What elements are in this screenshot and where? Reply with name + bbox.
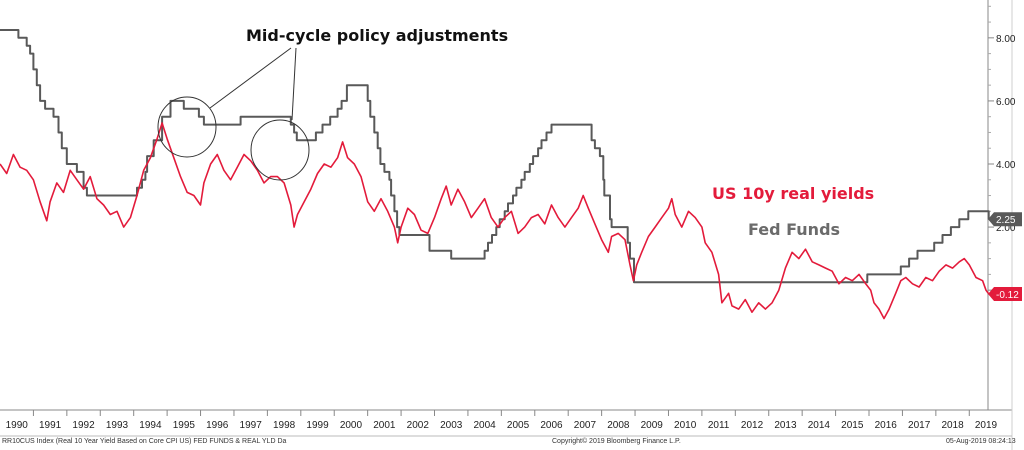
annotation-pointer-2	[291, 47, 297, 121]
footer-copyright: Copyright© 2019 Bloomberg Finance L.P.	[552, 438, 681, 445]
x-tick-label: 2017	[908, 420, 931, 431]
x-tick-label: 1993	[106, 420, 129, 431]
y-tick-label: 6.00	[996, 97, 1016, 108]
fed-funds-line	[0, 29, 990, 284]
x-tick-label: 1997	[240, 420, 263, 431]
last-value-tag-text: 2.25	[996, 215, 1016, 226]
x-tick-label: 2004	[474, 420, 497, 431]
legend-fed-funds: Fed Funds	[748, 220, 840, 239]
us-10y-real-yields-line	[0, 122, 990, 320]
x-tick-label: 2013	[774, 420, 797, 431]
x-tick-label: 2012	[741, 420, 764, 431]
x-tick-label: 1992	[72, 420, 95, 431]
x-tick-label: 2016	[875, 420, 898, 431]
last-value-labels: 2.25 -0.12	[988, 212, 1022, 301]
x-tick-label: 2007	[574, 420, 597, 431]
x-tick-label: 2014	[808, 420, 831, 431]
annotation-pointer-1	[209, 47, 292, 109]
x-tick-label: 1995	[173, 420, 196, 431]
x-tick-label: 2005	[507, 420, 530, 431]
footer-timestamp: 05-Aug-2019 08:24:13	[946, 438, 1016, 445]
y-tick-label: 2.00	[996, 223, 1016, 234]
x-tick-label: 1998	[273, 420, 296, 431]
series-layer	[0, 29, 990, 320]
x-axis-ticks: 1990 1991 1992 1993 1994 1995 1996 1997 1998 1999…	[6, 410, 998, 431]
x-tick-label: 1999	[306, 420, 329, 431]
x-tick-label: 2015	[841, 420, 864, 431]
last-value-tag: 2.25	[988, 212, 1022, 227]
y-tick-label: 8.00	[996, 34, 1016, 45]
legend-real-yields: US 10y real yields	[712, 184, 874, 203]
annotation-circle-1995	[157, 96, 217, 158]
x-tick-label: 2011	[708, 420, 730, 431]
x-tick-label: 2006	[540, 420, 563, 431]
x-tick-label: 2018	[941, 420, 964, 431]
last-value-tag-bg	[988, 286, 1022, 301]
last-value-tag-bg	[988, 212, 1022, 227]
x-tick-label: 1994	[139, 420, 162, 431]
x-tick-label: 1990	[6, 420, 29, 431]
x-tick-label: 2009	[641, 420, 664, 431]
annotation-circle-1998	[250, 119, 310, 181]
x-tick-label: 2001	[373, 420, 396, 431]
x-tick-label: 2003	[440, 420, 463, 431]
annotation-text: Mid-cycle policy adjustments	[246, 26, 508, 45]
last-value-tag-text: -0.12	[996, 290, 1019, 301]
x-tick-label: 1991	[39, 420, 62, 431]
last-value-tag: -0.12	[988, 286, 1022, 301]
x-tick-label: 2002	[407, 420, 430, 431]
footer-source: RR10CUS Index (Real 10 Year Yield Based …	[2, 438, 287, 445]
x-tick-label: 2019	[975, 420, 998, 431]
x-tick-label: 2008	[607, 420, 630, 431]
x-tick-label: 1996	[206, 420, 229, 431]
x-tick-label: 2000	[340, 420, 363, 431]
x-tick-label: 2010	[674, 420, 697, 431]
y-tick-label: 4.00	[996, 160, 1016, 171]
mid-cycle-annotation: Mid-cycle policy adjustments	[157, 26, 508, 181]
